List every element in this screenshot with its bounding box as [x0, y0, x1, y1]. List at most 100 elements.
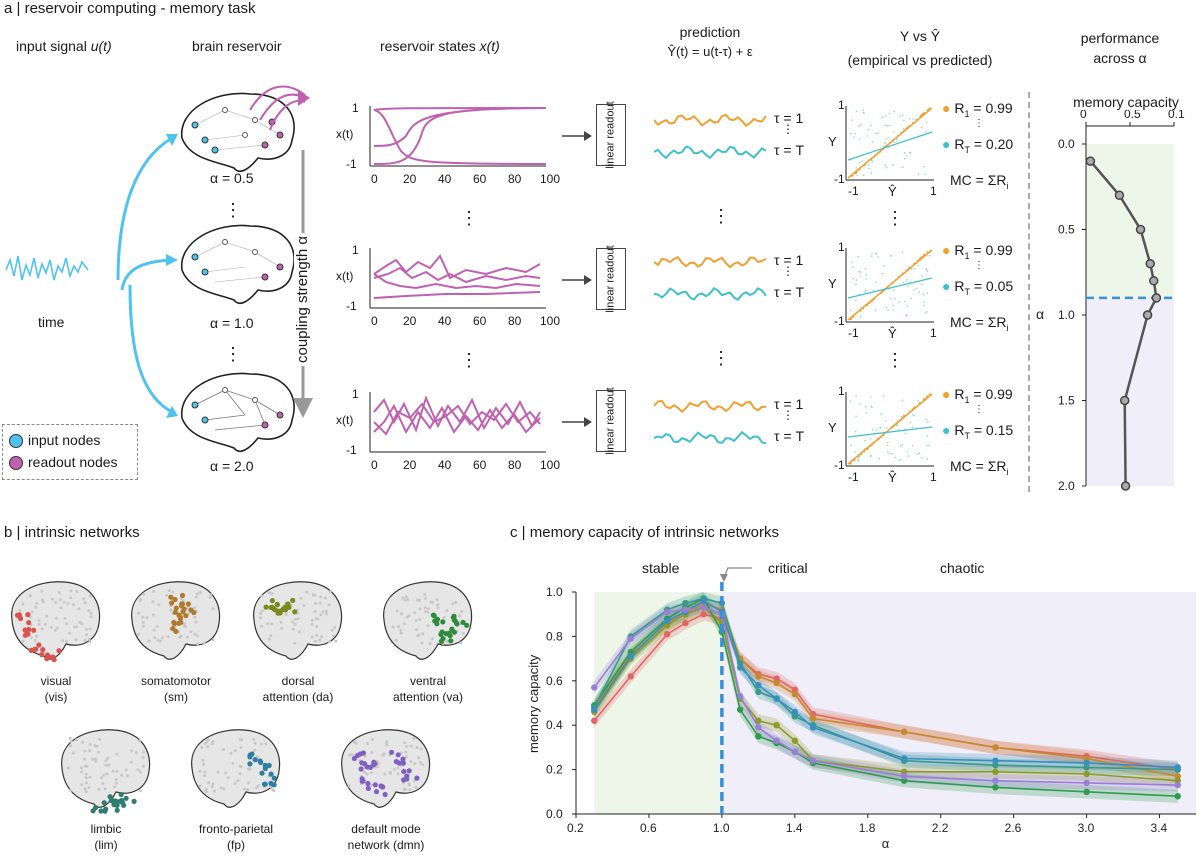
brain-node	[362, 770, 366, 774]
scatter-point-tauT	[851, 261, 854, 264]
brain-node	[370, 783, 374, 787]
brain-node	[418, 618, 422, 622]
brain-node	[105, 772, 109, 776]
brain-node	[104, 763, 108, 767]
brain-node	[30, 610, 34, 614]
perf-xtick-label: 0.1	[1168, 110, 1185, 121]
brain-node	[165, 593, 169, 597]
col-states-sym: x(t)	[479, 38, 500, 54]
arrow-head-1	[166, 134, 178, 146]
network-abbr-1: (sm)	[164, 690, 188, 704]
brain-node	[61, 639, 65, 643]
mc-point-dmn	[901, 773, 908, 780]
mc-point-sm	[773, 679, 780, 687]
scatter-point-tauT	[862, 111, 865, 114]
scatter-point-tauT	[894, 456, 896, 459]
brain-node	[167, 589, 171, 592]
brain-node	[136, 768, 140, 772]
mc-formula-2: MC = ΣRi	[950, 314, 1009, 333]
brain-node	[141, 621, 145, 624]
brain-node	[200, 746, 204, 749]
scatter-point-tauT	[904, 157, 906, 160]
brain-node	[21, 602, 25, 606]
brain-node	[88, 749, 92, 753]
scatter-fit-tauT	[847, 426, 933, 438]
mc-ytick-label: 0.4	[546, 718, 563, 732]
scatter-point-tauT	[884, 164, 886, 167]
brain-node	[189, 630, 193, 634]
perf-point	[1151, 293, 1162, 303]
states1-ytick-3: -1	[346, 157, 357, 171]
mc-point-vis	[663, 630, 671, 638]
network-node	[271, 775, 277, 781]
mc-xtick-label: 3.4	[1151, 821, 1168, 835]
scatter-fit-tau1	[847, 107, 933, 179]
scatter-point-tauT	[882, 395, 885, 397]
brain-node	[137, 611, 141, 615]
mc-point-vis	[791, 686, 799, 693]
scatter-point-tauT	[905, 155, 908, 157]
states1-xtick: 0	[371, 172, 378, 186]
brain-node	[193, 615, 197, 619]
col-input-sym: u(t)	[90, 38, 112, 54]
scatter-point-tauT	[875, 429, 878, 431]
mc-point-dmn	[663, 608, 671, 616]
mc-xtick-label: 2.2	[932, 821, 949, 835]
brain-node	[97, 750, 101, 754]
brain-node	[413, 611, 417, 615]
brain-node	[417, 598, 421, 602]
brain-node	[315, 625, 319, 629]
panel-a-title: a | reservoir computing - memory task	[4, 0, 256, 17]
network-node	[107, 794, 113, 800]
network-node	[451, 629, 457, 635]
scatter-point-tauT	[854, 451, 856, 453]
mc-xtick-label: 0.6	[640, 821, 657, 835]
network-node	[172, 620, 178, 627]
network-node	[22, 632, 28, 638]
brain-node	[156, 638, 160, 642]
network-abbr-4: (lim)	[94, 838, 118, 852]
brain-node	[418, 607, 422, 611]
scatter-point-tauT	[921, 275, 923, 277]
brain-node	[402, 622, 406, 626]
network-node	[180, 609, 186, 615]
scatter-point-tauT	[898, 301, 901, 303]
networks-diagram	[11, 581, 472, 814]
brain-node	[84, 628, 88, 631]
perf-point	[1135, 224, 1146, 235]
mc-xlabel: α	[882, 836, 890, 851]
scatter-plot-1	[845, 106, 934, 181]
network-node	[131, 798, 137, 804]
r-dots-1: ⋮	[974, 118, 984, 129]
input-node-swatch	[9, 434, 23, 448]
scatter-point-tauT	[928, 444, 930, 447]
network-node	[292, 609, 298, 615]
scatter-point-tauT	[877, 256, 879, 258]
network-node	[382, 791, 388, 798]
scatter-point-tauT	[925, 130, 928, 133]
network-node	[351, 755, 357, 762]
brain-node	[332, 634, 335, 638]
tau1-label-3: τ = 1	[774, 396, 804, 412]
brain-node	[69, 744, 72, 748]
scatter-point-tauT	[892, 164, 894, 166]
brain-node	[266, 622, 270, 626]
brain-node	[363, 754, 367, 758]
brain-node	[403, 741, 407, 745]
brain-node	[316, 617, 320, 621]
brain-node	[436, 603, 440, 607]
scatter-point-tauT	[886, 124, 889, 127]
network-node	[114, 802, 120, 808]
brain-node	[151, 600, 155, 604]
brain-node	[68, 736, 72, 740]
network-node	[118, 791, 124, 798]
scatter-point-tauT	[926, 435, 929, 437]
tauT-label-3: τ = T	[774, 428, 805, 444]
mc-point-lim	[992, 761, 999, 769]
scatter1-ytick-top: 1	[838, 98, 845, 112]
brain-node	[293, 641, 297, 645]
scatter-point-tauT	[923, 301, 926, 303]
scatter-point-tauT	[900, 458, 902, 461]
brain-node	[107, 763, 111, 767]
scatter-point-tauT	[897, 428, 900, 431]
